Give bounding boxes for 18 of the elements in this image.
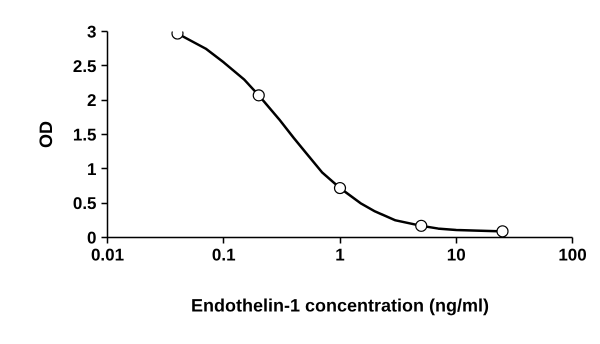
x-tick-label: 100 xyxy=(558,246,587,264)
x-axis-title: Endothelin-1 concentration (ng/ml) xyxy=(191,296,490,316)
y-tick-label: 0.5 xyxy=(72,194,97,214)
y-tick-label: 2 xyxy=(87,91,97,110)
y-tick-label: 1.5 xyxy=(72,126,97,144)
y-tick-label: 0 xyxy=(87,228,97,248)
y-tick-label: 1 xyxy=(87,160,97,179)
x-tick-label: 10 xyxy=(446,246,466,264)
point xyxy=(496,225,509,238)
x-tick-label: 0.01 xyxy=(90,246,124,264)
y-tick-label: 2.5 xyxy=(72,56,97,76)
y-tick-label: 3 xyxy=(87,22,97,42)
point xyxy=(334,182,346,194)
point xyxy=(415,220,428,232)
point xyxy=(252,89,265,102)
x-tick-label: 1 xyxy=(335,246,345,264)
x-tick-label: 0.1 xyxy=(212,246,236,264)
y-axis-title: OD xyxy=(36,121,56,148)
